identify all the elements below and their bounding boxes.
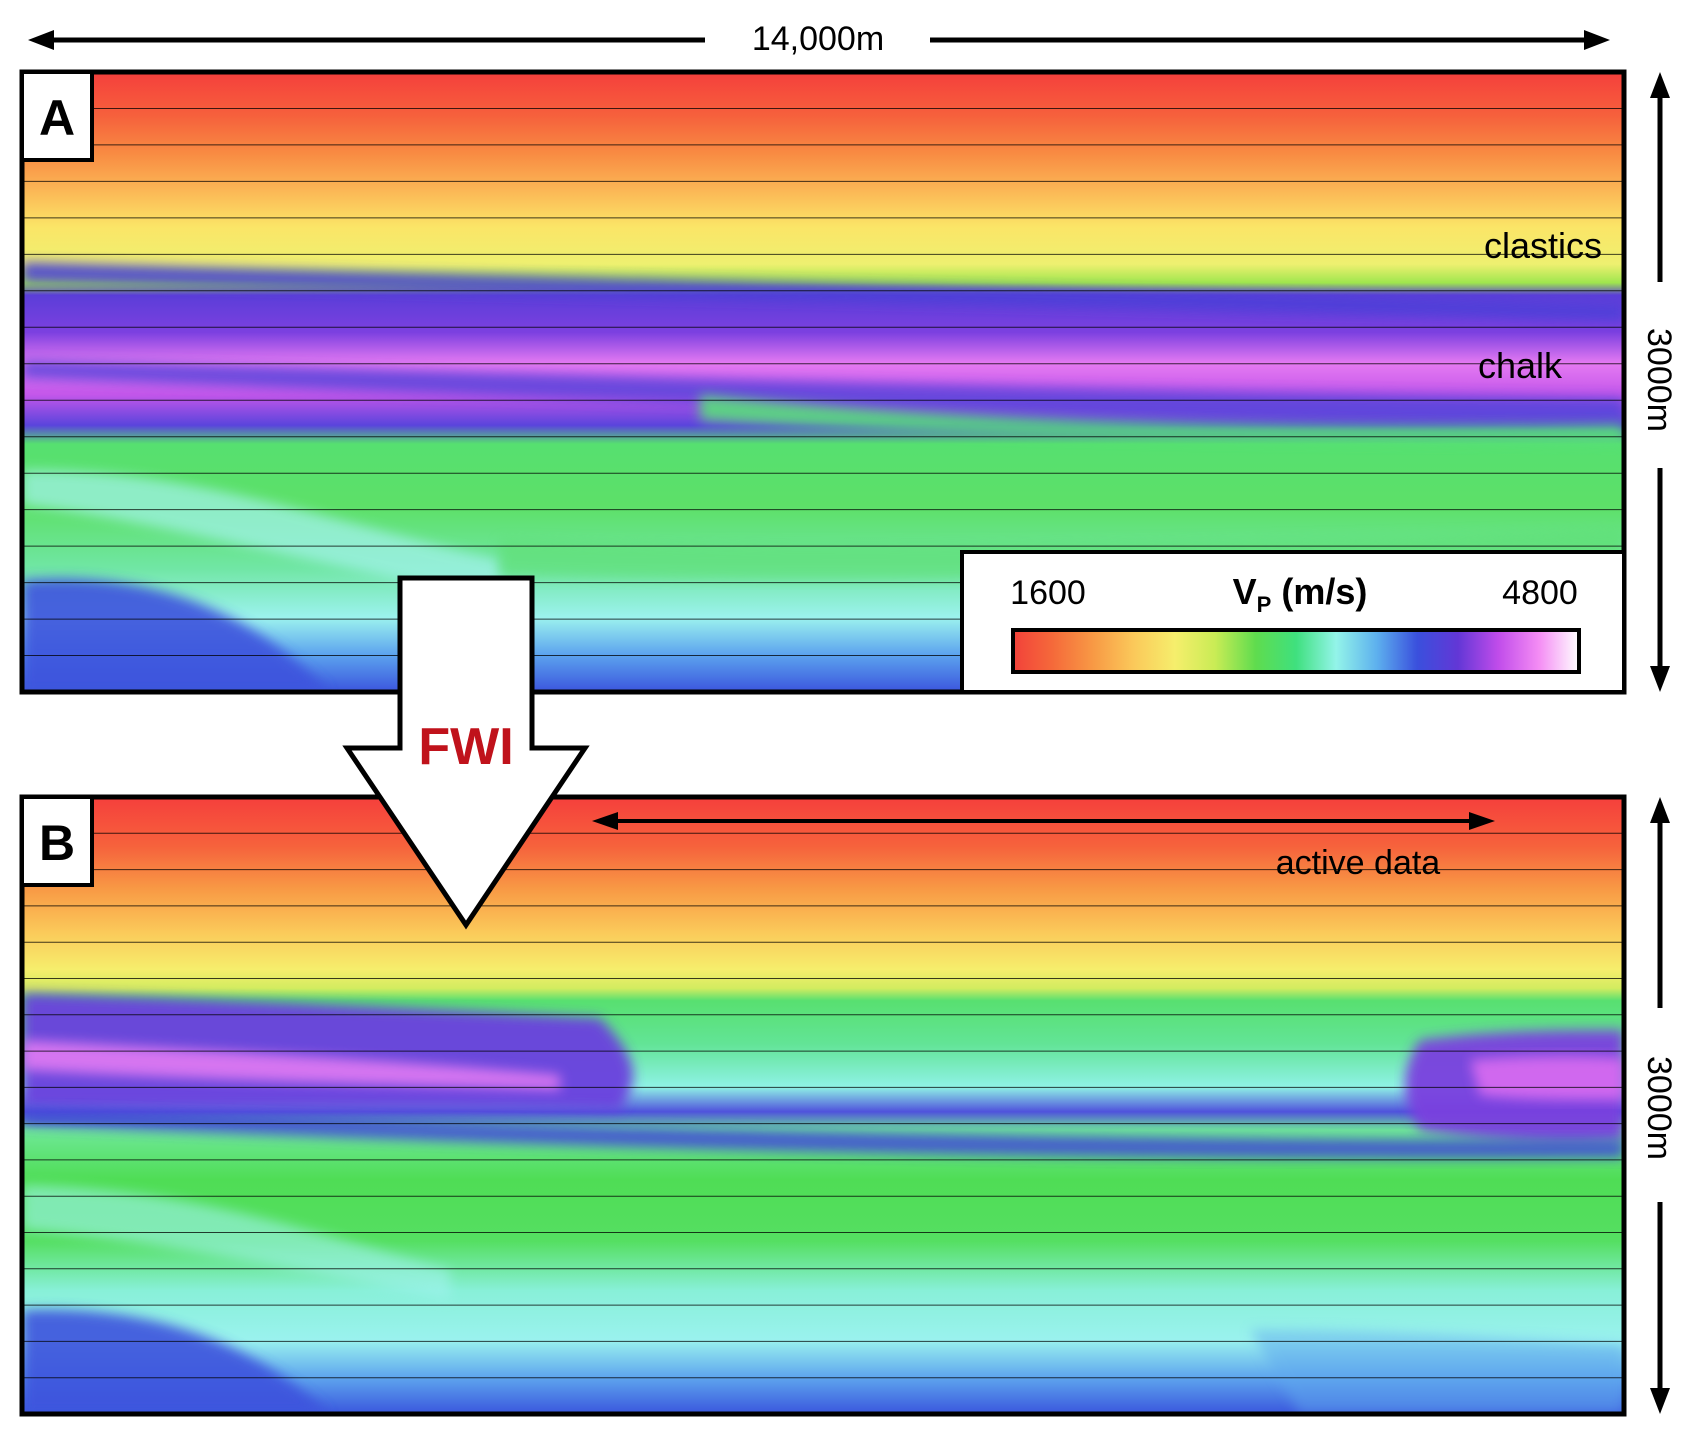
panel-a: A clastics chalk 1600 4800 VP (m/s) 3000… — [19, 69, 1678, 695]
arrowhead-up-icon — [1650, 797, 1670, 823]
fwi-arrow: FWI — [342, 575, 590, 930]
arrowhead-left-icon — [28, 30, 54, 50]
arrowhead-down-icon — [1650, 1388, 1670, 1414]
panel-a-letter: A — [39, 90, 75, 146]
panel-b-gridlines — [22, 832, 1624, 1379]
colorbar-title-unit: (m/s) — [1271, 571, 1367, 612]
panel-b-velocity-model — [22, 797, 1624, 1414]
active-data-label: active data — [1276, 844, 1441, 882]
colorbar-title-main: V — [1233, 571, 1257, 612]
width-dimension: 14,000m — [28, 20, 1610, 58]
arrowhead-right-icon — [1469, 812, 1495, 830]
arrowhead-up-icon — [1650, 72, 1670, 98]
label-clastics: clastics — [1484, 225, 1602, 266]
panel-b-depth-dimension: 3000m — [1640, 797, 1678, 1414]
colorbar-legend: 1600 4800 VP (m/s) — [960, 550, 1626, 694]
panel-a-velocity-model — [22, 72, 1624, 692]
down-arrow-icon — [342, 575, 590, 930]
width-label: 14,000m — [752, 20, 884, 58]
arrowhead-left-icon — [592, 812, 618, 830]
colorbar-title-sub: P — [1257, 592, 1272, 617]
fwi-label: FWI — [418, 718, 513, 776]
panel-b: B active data 3000m — [19, 794, 1678, 1417]
panel-a-depth-dimension: 3000m — [1640, 72, 1678, 692]
colorbar-min-label: 1600 — [1010, 574, 1086, 612]
colorbar-title: VP (m/s) — [1233, 571, 1368, 617]
label-chalk: chalk — [1478, 345, 1563, 386]
active-data-span: active data — [592, 812, 1495, 882]
panel-a-gridlines — [22, 108, 1624, 656]
panel-b-letter: B — [39, 815, 75, 871]
panel-b-depth-label: 3000m — [1640, 1056, 1678, 1160]
colorbar-scale — [1011, 628, 1581, 674]
colorbar-max-label: 4800 — [1502, 574, 1578, 612]
arrowhead-right-icon — [1584, 30, 1610, 50]
panel-a-depth-label: 3000m — [1640, 328, 1678, 432]
arrowhead-down-icon — [1650, 666, 1670, 692]
